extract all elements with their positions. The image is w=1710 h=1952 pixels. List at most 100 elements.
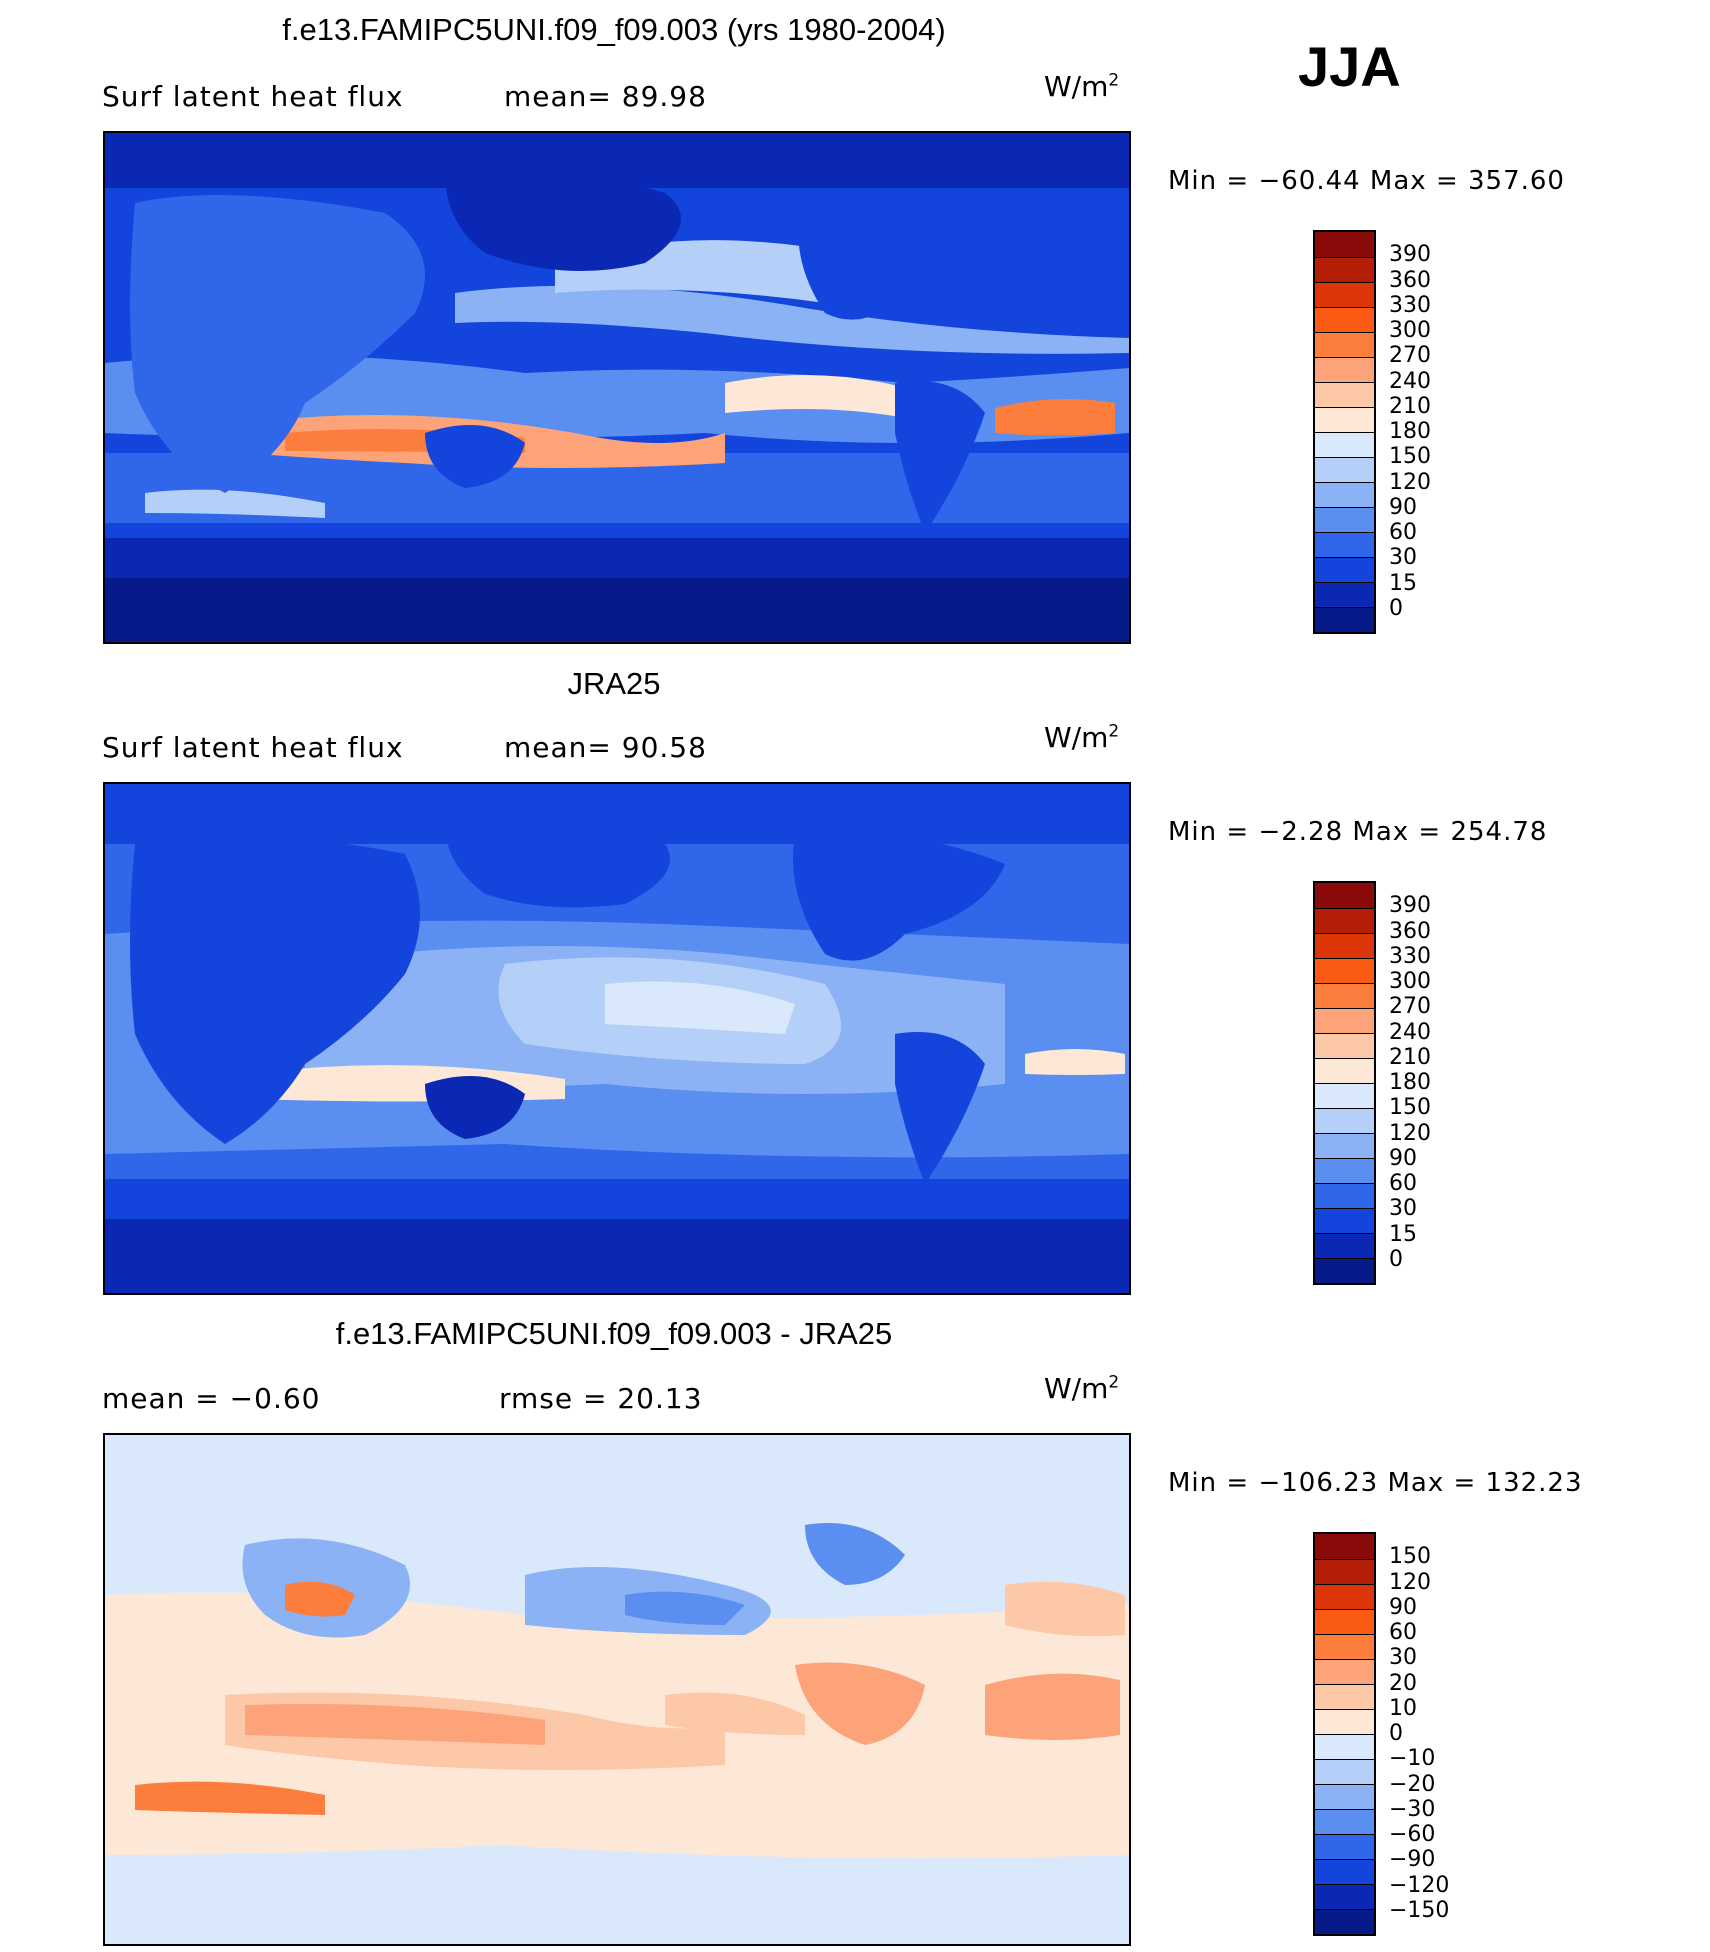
colorbar-cell: [1315, 557, 1374, 582]
colorbar-tick-label: 30: [1389, 1645, 1417, 1671]
panel-1-map-svg: [105, 133, 1129, 642]
panel-1-mean: mean= 89.98: [504, 80, 707, 113]
panel-2-map: [103, 782, 1131, 1295]
colorbar-tick-label: 240: [1389, 368, 1431, 394]
colorbar-tick-label: −120: [1389, 1872, 1450, 1898]
season-label: JJA: [1298, 35, 1401, 98]
colorbar-tick-label: 60: [1389, 520, 1417, 545]
colorbar-cell: [1315, 1058, 1374, 1083]
colorbar-cell: [1315, 1008, 1374, 1033]
panel-2-colorbar: [1313, 881, 1376, 1285]
colorbar-cell: [1315, 582, 1374, 607]
colorbar-tick-label: −60: [1389, 1822, 1436, 1847]
colorbar-cell: [1315, 1133, 1374, 1158]
colorbar-tick-label: −150: [1389, 1897, 1450, 1923]
colorbar-cell: [1315, 1659, 1374, 1684]
colorbar-cell: [1315, 307, 1374, 332]
panel-2-variable: Surf latent heat flux: [102, 731, 404, 764]
colorbar-cell: [1315, 1834, 1374, 1859]
colorbar-tick-label: 240: [1389, 1019, 1431, 1045]
colorbar-cell: [1315, 1083, 1374, 1108]
colorbar-tick-label: 330: [1389, 943, 1431, 969]
colorbar-tick-label: 15: [1389, 1221, 1417, 1247]
colorbar-tick-label: 120: [1389, 1120, 1431, 1146]
colorbar-cell: [1315, 1108, 1374, 1133]
colorbar-tick-label: −20: [1389, 1771, 1436, 1797]
panel-3-units: W/m2: [1044, 1372, 1120, 1405]
colorbar-tick-label: 390: [1389, 893, 1431, 919]
colorbar-tick-label: 90: [1389, 494, 1417, 520]
colorbar-cell: [1315, 1859, 1374, 1884]
colorbar-cell: [1315, 1158, 1374, 1183]
colorbar-cell: [1315, 1233, 1374, 1258]
colorbar-cell: [1315, 883, 1374, 908]
colorbar-cell: [1315, 1884, 1374, 1909]
colorbar-tick-label: 180: [1389, 419, 1431, 444]
colorbar-tick-label: 360: [1389, 918, 1431, 944]
colorbar-tick-label: 360: [1389, 267, 1431, 293]
colorbar-cell: [1315, 482, 1374, 507]
colorbar-cell: [1315, 1734, 1374, 1759]
panel-1-colorbar: [1313, 230, 1376, 634]
panel-1-map: [103, 131, 1131, 644]
colorbar-cell: [1315, 1208, 1374, 1233]
colorbar-tick-label: 270: [1389, 994, 1431, 1020]
panel-1-title: f.e13.FAMIPC5UNI.f09_f09.003 (yrs 1980-2…: [282, 12, 946, 47]
colorbar-cell: [1315, 432, 1374, 457]
colorbar-cell: [1315, 958, 1374, 983]
panel-3-map-svg: [105, 1435, 1129, 1944]
colorbar-tick-label: 30: [1389, 1196, 1417, 1222]
colorbar-tick-label: 0: [1389, 1721, 1403, 1746]
panel-2-units: W/m2: [1044, 721, 1120, 754]
panel-2-minmax: Min = −2.28 Max = 254.78: [1168, 817, 1548, 847]
colorbar-tick-label: 210: [1389, 1044, 1431, 1070]
panel-1-minmax: Min = −60.44 Max = 357.60: [1168, 166, 1565, 196]
panel-2-mean: mean= 90.58: [504, 731, 707, 764]
colorbar-tick-label: 0: [1389, 595, 1403, 621]
colorbar-tick-label: 20: [1389, 1670, 1417, 1696]
colorbar-cell: [1315, 1559, 1374, 1584]
colorbar-tick-label: −10: [1389, 1746, 1436, 1772]
colorbar-tick-label: 150: [1389, 1544, 1431, 1570]
panel-3-title: f.e13.FAMIPC5UNI.f09_f09.003 - JRA25: [335, 1316, 893, 1351]
colorbar-cell: [1315, 1759, 1374, 1784]
colorbar-tick-label: 330: [1389, 292, 1431, 318]
panel-2-map-svg: [105, 784, 1129, 1293]
colorbar-cell: [1315, 1684, 1374, 1709]
colorbar-cell: [1315, 532, 1374, 557]
panel-3-map: [103, 1433, 1131, 1946]
colorbar-cell: [1315, 1709, 1374, 1734]
panel-1-units: W/m2: [1044, 70, 1120, 103]
colorbar-cell: [1315, 282, 1374, 307]
colorbar-cell: [1315, 607, 1374, 632]
colorbar-tick-label: 15: [1389, 570, 1417, 596]
colorbar-tick-label: 10: [1389, 1695, 1417, 1721]
colorbar-tick-label: 270: [1389, 343, 1431, 369]
panel-3-rmse: rmse = 20.13: [499, 1382, 703, 1415]
colorbar-cell: [1315, 983, 1374, 1008]
colorbar-cell: [1315, 407, 1374, 432]
colorbar-tick-label: 60: [1389, 1620, 1417, 1645]
colorbar-cell: [1315, 1609, 1374, 1634]
colorbar-tick-label: 180: [1389, 1070, 1431, 1095]
colorbar-cell: [1315, 908, 1374, 933]
colorbar-cell: [1315, 332, 1374, 357]
colorbar-tick-label: 90: [1389, 1594, 1417, 1620]
colorbar-cell: [1315, 1909, 1374, 1934]
panel-2-title: JRA25: [567, 666, 661, 701]
colorbar-tick-label: 0: [1389, 1246, 1403, 1272]
colorbar-tick-label: −30: [1389, 1796, 1436, 1822]
colorbar-cell: [1315, 382, 1374, 407]
colorbar-tick-label: 90: [1389, 1145, 1417, 1171]
colorbar-tick-label: 60: [1389, 1171, 1417, 1196]
colorbar-tick-label: 300: [1389, 318, 1431, 343]
colorbar-cell: [1315, 357, 1374, 382]
panel-3-colorbar: [1313, 1532, 1376, 1936]
colorbar-cell: [1315, 507, 1374, 532]
colorbar-cell: [1315, 457, 1374, 482]
panel-1-variable: Surf latent heat flux: [102, 80, 404, 113]
colorbar-cell: [1315, 1809, 1374, 1834]
colorbar-tick-label: 150: [1389, 1095, 1431, 1121]
colorbar-cell: [1315, 1634, 1374, 1659]
panel-3-mean: mean = −0.60: [102, 1382, 321, 1415]
